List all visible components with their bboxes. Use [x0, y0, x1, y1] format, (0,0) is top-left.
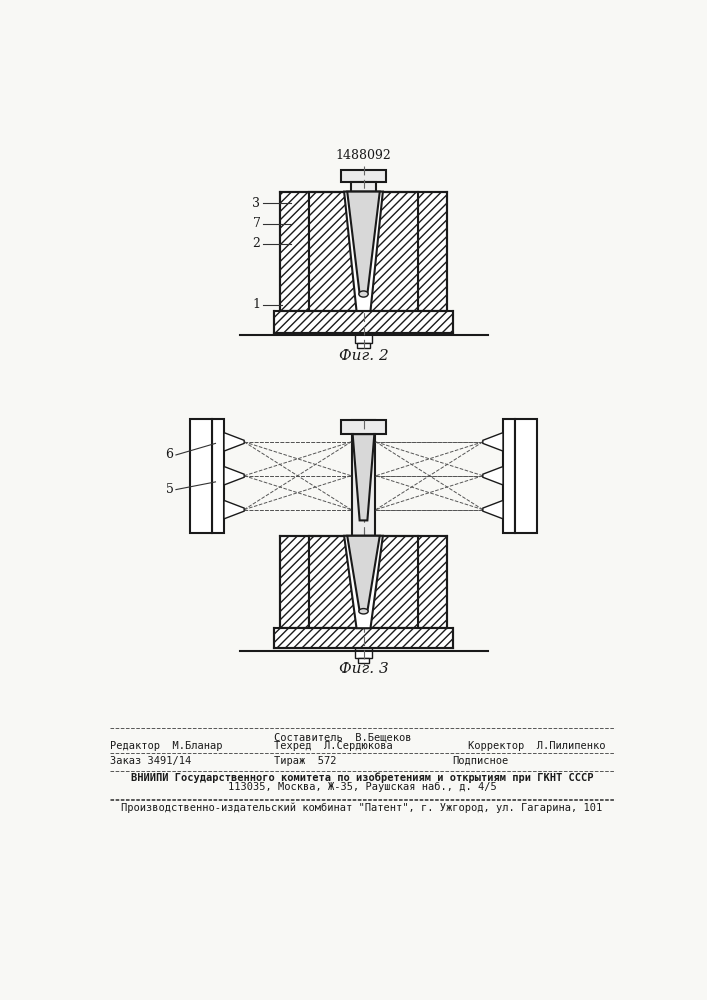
- Bar: [341, 170, 386, 182]
- Bar: [351, 182, 376, 192]
- Polygon shape: [483, 466, 503, 485]
- Polygon shape: [224, 433, 244, 451]
- Text: 2: 2: [252, 237, 260, 250]
- Text: Корректор  Л.Пилипенко: Корректор Л.Пилипенко: [468, 741, 606, 751]
- Bar: [211, 419, 224, 533]
- Polygon shape: [353, 434, 374, 520]
- Bar: [280, 536, 309, 628]
- Text: 6: 6: [165, 448, 174, 461]
- Text: ВНИИПИ Государственного комитета по изобретениям и открытиям при ГКНТ СССР: ВНИИПИ Государственного комитета по изоб…: [131, 772, 593, 783]
- Polygon shape: [347, 536, 380, 611]
- Polygon shape: [483, 500, 503, 519]
- Bar: [274, 628, 452, 648]
- Text: 1488092: 1488092: [336, 149, 392, 162]
- Text: Подписное: Подписное: [452, 756, 509, 766]
- Bar: [309, 536, 418, 628]
- Text: 7: 7: [252, 217, 260, 230]
- Text: Заказ 3491/14: Заказ 3491/14: [110, 756, 192, 766]
- Text: 3: 3: [252, 197, 260, 210]
- Bar: [355, 648, 372, 658]
- Bar: [309, 192, 418, 311]
- Bar: [190, 419, 211, 533]
- Text: Тираж  572: Тираж 572: [274, 756, 337, 766]
- Text: Фиг. 3: Фиг. 3: [339, 662, 388, 676]
- Text: Составитель  В.Бещеков: Составитель В.Бещеков: [274, 733, 412, 743]
- Polygon shape: [224, 500, 244, 519]
- Bar: [357, 343, 370, 348]
- Polygon shape: [347, 192, 380, 294]
- Bar: [274, 311, 452, 333]
- Bar: [503, 419, 515, 533]
- Text: Фиг. 2: Фиг. 2: [339, 349, 388, 363]
- Bar: [352, 420, 375, 536]
- Polygon shape: [483, 433, 503, 451]
- Ellipse shape: [359, 291, 368, 297]
- Polygon shape: [344, 536, 383, 628]
- Bar: [358, 658, 369, 663]
- Text: 113035, Москва, Ж-35, Раушская наб., д. 4/5: 113035, Москва, Ж-35, Раушская наб., д. …: [228, 781, 496, 792]
- Text: 5: 5: [165, 483, 174, 496]
- Ellipse shape: [359, 609, 368, 614]
- Bar: [280, 192, 309, 311]
- Text: 1: 1: [252, 298, 260, 311]
- Polygon shape: [224, 466, 244, 485]
- Bar: [341, 420, 386, 434]
- Bar: [515, 419, 537, 533]
- Polygon shape: [344, 192, 383, 311]
- Bar: [418, 192, 448, 311]
- Text: Техред  Л.Сердюкова: Техред Л.Сердюкова: [274, 741, 393, 751]
- Text: Редактор  М.Бланар: Редактор М.Бланар: [110, 741, 223, 751]
- Bar: [418, 536, 448, 628]
- Text: Производственно-издательский комбинат "Патент", г. Ужгород, ул. Гагарина, 101: Производственно-издательский комбинат "П…: [122, 803, 602, 813]
- Bar: [355, 333, 372, 343]
